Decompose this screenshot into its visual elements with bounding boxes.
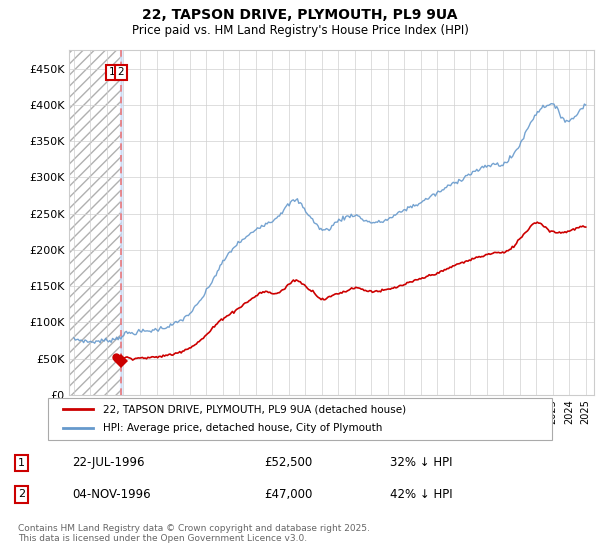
Bar bbox=[119, 50, 122, 395]
Text: 2: 2 bbox=[118, 67, 124, 77]
FancyBboxPatch shape bbox=[48, 398, 552, 440]
Bar bbox=[65, 50, 121, 395]
Text: HPI: Average price, detached house, City of Plymouth: HPI: Average price, detached house, City… bbox=[103, 423, 383, 433]
Text: 04-NOV-1996: 04-NOV-1996 bbox=[72, 488, 151, 501]
Text: £47,000: £47,000 bbox=[264, 488, 313, 501]
Text: Price paid vs. HM Land Registry's House Price Index (HPI): Price paid vs. HM Land Registry's House … bbox=[131, 24, 469, 36]
Text: £52,500: £52,500 bbox=[264, 456, 312, 469]
Text: 22, TAPSON DRIVE, PLYMOUTH, PL9 9UA (detached house): 22, TAPSON DRIVE, PLYMOUTH, PL9 9UA (det… bbox=[103, 404, 407, 414]
Bar bbox=[65, 50, 121, 395]
Text: 42% ↓ HPI: 42% ↓ HPI bbox=[390, 488, 452, 501]
Text: 1: 1 bbox=[109, 67, 115, 77]
Text: 32% ↓ HPI: 32% ↓ HPI bbox=[390, 456, 452, 469]
Text: 22-JUL-1996: 22-JUL-1996 bbox=[72, 456, 145, 469]
Text: 22, TAPSON DRIVE, PLYMOUTH, PL9 9UA: 22, TAPSON DRIVE, PLYMOUTH, PL9 9UA bbox=[142, 8, 458, 22]
Text: 2: 2 bbox=[18, 489, 25, 499]
Text: 1: 1 bbox=[18, 458, 25, 468]
Text: Contains HM Land Registry data © Crown copyright and database right 2025.
This d: Contains HM Land Registry data © Crown c… bbox=[18, 524, 370, 543]
